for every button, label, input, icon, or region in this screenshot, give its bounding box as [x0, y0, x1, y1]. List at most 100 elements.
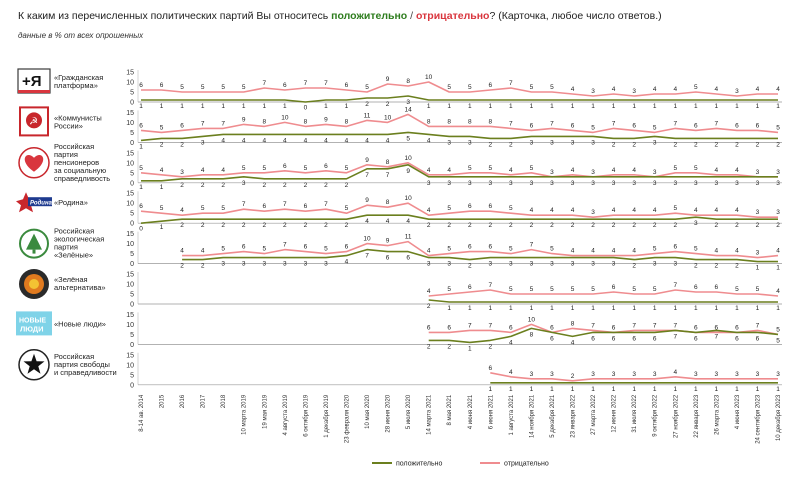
negative-data-label: 3 [756, 169, 760, 176]
positive-data-label: 1 [756, 305, 760, 312]
party-name-label: платформа» [54, 81, 98, 90]
positive-data-label: 3 [242, 180, 246, 187]
positive-data-label: 1 [468, 305, 472, 312]
positive-data-label: 1 [427, 103, 431, 110]
positive-data-label: 1 [139, 184, 143, 191]
negative-data-label: 7 [283, 242, 287, 249]
party-name-label: справедливость [54, 174, 110, 183]
negative-data-label: 3 [591, 371, 595, 378]
x-tick-label: 22 января 2023 [694, 394, 700, 438]
negative-data-label: 6 [283, 82, 287, 89]
positive-data-label: 7 [715, 333, 719, 340]
positive-data-label: 6 [735, 335, 739, 342]
y-tick-label: 10 [126, 120, 134, 127]
y-tick-label: 5 [130, 170, 134, 177]
party-name-label: Российская [54, 352, 94, 361]
positive-data-label: 3 [530, 139, 534, 146]
positive-data-label: 3 [694, 220, 698, 227]
negative-series-line [490, 372, 778, 382]
negative-data-label: 8 [447, 118, 451, 125]
negative-data-label: 5 [221, 84, 225, 91]
negative-data-label: 5 [160, 124, 164, 131]
party-name-label: за социальную [54, 166, 107, 175]
x-tick-label: 23 января 2022 [571, 394, 577, 438]
positive-data-label: 1 [221, 103, 225, 110]
positive-data-label: 1 [715, 305, 719, 312]
negative-data-label: 3 [591, 169, 595, 176]
negative-data-label: 4 [427, 248, 431, 255]
positive-data-label: 2 [201, 263, 205, 270]
positive-data-label: 1 [139, 103, 143, 110]
negative-data-label: 9 [242, 116, 246, 123]
negative-data-label: 6 [632, 122, 636, 129]
positive-series-line [141, 164, 778, 182]
x-tick-label: 10 декабря 2023 [776, 394, 782, 441]
negative-data-label: 6 [345, 244, 349, 251]
positive-data-label: 2 [776, 141, 780, 148]
negative-data-label: 3 [776, 209, 780, 216]
novye-lyudi-logo-word1: НОВЫЕ [19, 317, 46, 324]
negative-data-label: 3 [591, 209, 595, 216]
y-tick-label: 0 [130, 100, 134, 107]
negative-data-label: 5 [632, 286, 636, 293]
negative-data-label: 4 [427, 167, 431, 174]
negative-data-label: 6 [468, 244, 472, 251]
negative-data-label: 10 [425, 74, 433, 81]
negative-data-label: 3 [735, 371, 739, 378]
negative-data-label: 8 [304, 118, 308, 125]
negative-data-label: 3 [653, 371, 657, 378]
positive-data-label: 1 [715, 386, 719, 393]
y-tick-label: 0 [130, 342, 134, 349]
negative-data-label: 6 [612, 324, 616, 331]
negative-data-label: 4 [715, 167, 719, 174]
negative-data-label: 4 [715, 207, 719, 214]
negative-data-label: 4 [160, 167, 164, 174]
positive-data-label: 1 [694, 305, 698, 312]
positive-data-label: 1 [735, 305, 739, 312]
negative-data-label: 6 [468, 203, 472, 210]
x-tick-label: 6 июня 2021 [488, 394, 494, 429]
positive-data-label: 3 [530, 180, 534, 187]
positive-data-label: 2 [715, 141, 719, 148]
y-tick-label: 10 [126, 201, 134, 208]
negative-data-label: 8 [386, 159, 390, 166]
negative-data-label: 7 [673, 282, 677, 289]
y-tick-label: 0 [130, 382, 134, 389]
negative-data-label: 6 [242, 244, 246, 251]
negative-data-label: 4 [447, 167, 451, 174]
negative-data-label: 5 [221, 205, 225, 212]
positive-data-label: 2 [468, 263, 472, 270]
positive-data-label: 1 [756, 103, 760, 110]
negative-data-label: 4 [632, 207, 636, 214]
party-name-label: «Зелёные» [54, 251, 93, 260]
y-tick-label: 5 [130, 332, 134, 339]
positive-data-label: 1 [591, 386, 595, 393]
positive-data-label: 1 [160, 184, 164, 191]
positive-data-label: 3 [509, 180, 513, 187]
negative-data-label: 8 [427, 118, 431, 125]
positive-data-label: 2 [468, 222, 472, 229]
positive-data-label: 3 [283, 261, 287, 268]
positive-data-label: 3 [242, 261, 246, 268]
negative-data-label: 6 [468, 284, 472, 291]
negative-data-label: 6 [550, 324, 554, 331]
negative-data-label: 7 [632, 322, 636, 329]
positive-data-label: 1 [756, 265, 760, 272]
negative-data-label: 5 [468, 165, 472, 172]
negative-data-label: 6 [489, 82, 493, 89]
y-tick-label: 15 [126, 272, 134, 279]
x-tick-label: 31 июля 2022 [632, 394, 638, 432]
positive-data-label: 3 [571, 180, 575, 187]
positive-data-label: 2 [160, 141, 164, 148]
x-tick-label: 4 июня 2023 [735, 394, 741, 429]
positive-data-label: 1 [756, 386, 760, 393]
positive-data-label: 2 [632, 263, 636, 270]
positive-data-label: 2 [489, 222, 493, 229]
negative-data-label: 5 [304, 165, 308, 172]
positive-data-label: 3 [735, 180, 739, 187]
title-positive: положительно [331, 10, 408, 22]
positive-data-label: 2 [776, 222, 780, 229]
x-tick-label: 10 марта 2019 [242, 394, 248, 435]
positive-data-label: 2 [632, 141, 636, 148]
negative-data-label: 6 [324, 163, 328, 170]
